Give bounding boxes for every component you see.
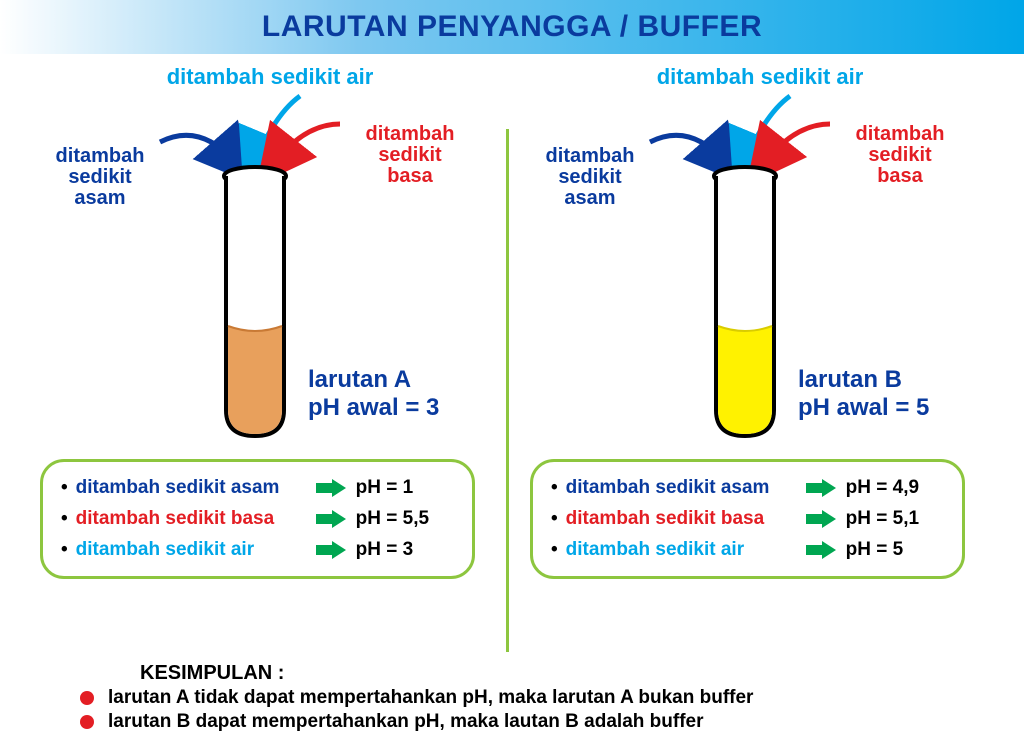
result-text: ditambah sedikit asam [76,477,306,499]
result-ph: pH = 5,1 [846,508,919,530]
panel-b: ditambah sedikit air ditambahsedikitasam… [530,64,990,444]
result-ph: pH = 5,5 [356,508,429,530]
arrow-right-icon [806,510,836,528]
header-bar: LARUTAN PENYANGGA / BUFFER [0,0,1024,54]
tube-area-b: ditambah sedikit air ditambahsedikitasam… [530,64,990,444]
solution-label-a: larutan A pH awal = 3 [308,366,508,421]
result-text: ditambah sedikit air [76,539,306,561]
bullet-icon: • [61,477,68,499]
conclusion-block: KESIMPULAN : larutan A tidak dapat mempe… [80,662,960,733]
liquid-b [718,326,772,434]
result-ph: pH = 1 [356,477,414,499]
result-row-b-0: • ditambah sedikit asam pH = 4,9 [551,477,944,499]
result-ph: pH = 5 [846,539,904,561]
arrow-right-icon [316,541,346,559]
bullet-icon: • [551,508,558,530]
conclusion-text: larutan B dapat mempertahankan pH, maka … [108,711,703,733]
bullet-icon: • [61,539,68,561]
result-text: ditambah sedikit basa [76,508,306,530]
bullet-icon: • [551,539,558,561]
result-text: ditambah sedikit asam [566,477,796,499]
bullet-icon: • [551,477,558,499]
conclusion-line-1: larutan B dapat mempertahankan pH, maka … [80,711,960,733]
result-row-a-1: • ditambah sedikit basa pH = 5,5 [61,508,454,530]
asam-arrow-icon [160,135,235,162]
solution-name-a: larutan A [308,366,411,393]
arrow-right-icon [806,479,836,497]
bullet-icon: • [61,508,68,530]
result-text: ditambah sedikit basa [566,508,796,530]
air-arrow-icon [255,96,300,162]
solution-label-b: larutan B pH awal = 5 [798,366,998,421]
asam-arrow-icon [650,135,725,162]
solution-ph-a: pH awal = 3 [308,394,439,421]
result-ph: pH = 4,9 [846,477,919,499]
arrow-right-icon [316,479,346,497]
solution-name-b: larutan B [798,366,902,393]
panel-a: ditambah sedikit air ditambahsedikitasam… [40,64,500,444]
basa-arrow-icon [765,124,830,162]
tube-area-a: ditambah sedikit air ditambahsedikitasam… [40,64,500,444]
red-dot-icon [80,715,94,729]
vertical-divider [506,129,509,652]
conclusion-text: larutan A tidak dapat mempertahankan pH,… [108,687,753,709]
conclusion-line-0: larutan A tidak dapat mempertahankan pH,… [80,687,960,709]
conclusion-title: KESIMPULAN : [140,662,960,685]
air-arrow-icon [745,96,790,162]
result-row-a-0: • ditambah sedikit asam pH = 1 [61,477,454,499]
result-ph: pH = 3 [356,539,414,561]
solution-ph-b: pH awal = 5 [798,394,929,421]
result-row-b-1: • ditambah sedikit basa pH = 5,1 [551,508,944,530]
result-row-a-2: • ditambah sedikit air pH = 3 [61,539,454,561]
test-tube-a [224,167,286,436]
test-tube-b [714,167,776,436]
results-box-b: • ditambah sedikit asam pH = 4,9 • ditam… [530,459,965,579]
arrow-right-icon [316,510,346,528]
result-row-b-2: • ditambah sedikit air pH = 5 [551,539,944,561]
result-text: ditambah sedikit air [566,539,796,561]
page-title: LARUTAN PENYANGGA / BUFFER [262,10,762,44]
basa-arrow-icon [275,124,340,162]
red-dot-icon [80,691,94,705]
results-box-a: • ditambah sedikit asam pH = 1 • ditamba… [40,459,475,579]
liquid-a [228,326,282,434]
arrow-right-icon [806,541,836,559]
